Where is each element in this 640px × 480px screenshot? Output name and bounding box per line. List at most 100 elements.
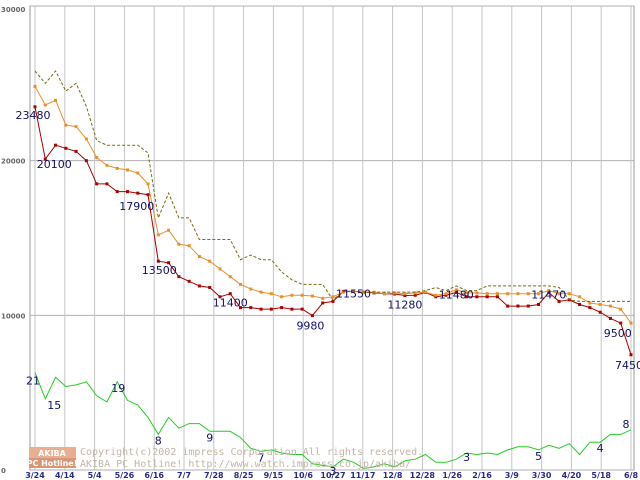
series-point-min-price <box>74 149 78 153</box>
series-point-min-price <box>608 316 612 320</box>
series-point-avg-price <box>84 137 88 141</box>
series-point-min-price <box>619 321 623 325</box>
x-tick-label: 10/27 <box>320 471 345 480</box>
price-label: 11480 <box>439 288 474 301</box>
series-point-avg-price <box>557 292 561 296</box>
shop-count-label: 8 <box>623 418 630 431</box>
series-point-avg-price <box>341 290 345 294</box>
series-point-avg-price <box>423 290 427 294</box>
data-labels: 23480 20100 17900 13500 11400 9980 11550 11280 1… <box>16 109 640 478</box>
series-point-min-price <box>280 306 284 310</box>
x-tick-label: 4/20 <box>562 471 582 480</box>
x-tick-label: 3/9 <box>505 471 519 480</box>
series-line-max-price <box>34 70 631 302</box>
series-point-avg-price <box>156 233 160 237</box>
x-tick-label: 7/7 <box>177 471 191 480</box>
price-label: 11550 <box>336 287 371 300</box>
x-tick-label: 6/16 <box>144 471 164 480</box>
series-point-avg-price <box>249 287 253 291</box>
y-tick-label: 10000 <box>1 312 25 320</box>
series-point-min-price <box>526 304 530 308</box>
series-point-avg-price <box>43 103 47 107</box>
series-point-min-price <box>588 306 592 310</box>
logo-bottom-text: PC Hotline! <box>27 459 78 468</box>
series-point-min-price <box>249 306 253 310</box>
series-point-min-price <box>516 304 520 308</box>
x-tick-label: 5/26 <box>115 471 135 480</box>
series-point-avg-price <box>537 292 541 296</box>
series-point-avg-price <box>54 98 58 102</box>
series-point-min-price <box>64 146 68 150</box>
x-tick-label: 6/8 <box>624 471 638 480</box>
series-point-min-price <box>537 303 541 307</box>
series-point-min-price <box>434 295 438 299</box>
series-point-min-price <box>177 275 181 279</box>
shop-count-label: 15 <box>47 399 61 412</box>
shop-count-label: 9 <box>206 431 213 444</box>
series-point-min-price <box>475 295 479 299</box>
series-point-min-price <box>95 182 99 186</box>
series-point-min-price <box>403 294 407 298</box>
series-point-min-price <box>444 293 448 297</box>
series-point-avg-price <box>598 303 602 307</box>
series-point-min-price <box>269 307 273 311</box>
series-point-avg-price <box>125 168 129 172</box>
shop-count-label: 4 <box>597 442 604 455</box>
series-point-avg-price <box>239 282 243 286</box>
series-point-avg-price <box>136 171 140 175</box>
series-point-min-price <box>105 182 109 186</box>
shop-count-label: 5 <box>535 450 542 463</box>
url-line: AKIBA PC Hotline! http://www.watch.impre… <box>80 459 411 470</box>
shop-count-label: 21 <box>26 375 40 388</box>
series-point-avg-price <box>465 291 469 295</box>
x-tick-label: 3/30 <box>532 471 552 480</box>
series-point-min-price <box>197 284 201 288</box>
series-point-avg-price <box>475 291 479 295</box>
series-point-avg-price <box>321 296 325 300</box>
series-point-avg-price <box>506 292 510 296</box>
series-point-min-price <box>228 292 232 296</box>
series-point-avg-price <box>434 293 438 297</box>
series-point-avg-price <box>64 123 68 127</box>
price-label: 9980 <box>296 320 324 333</box>
series-point-avg-price <box>74 125 78 129</box>
price-label: 20100 <box>37 158 72 171</box>
shop-count-label: 3 <box>330 465 337 478</box>
x-tick-label: 12/8 <box>383 471 403 480</box>
x-tick-label: 4/14 <box>55 471 75 480</box>
series-point-avg-price <box>393 291 397 295</box>
x-axis: 3/24 4/14 5/4 5/26 6/16 7/7 7/28 8/25 9/15 10/6 10… <box>25 471 638 480</box>
series-point-min-price <box>300 307 304 311</box>
series-point-avg-price <box>444 292 448 296</box>
series-point-min-price <box>413 293 417 297</box>
price-label: 11280 <box>387 299 422 312</box>
x-tick-label: 1/26 <box>442 471 462 480</box>
series-layer <box>33 70 633 470</box>
series-point-avg-price <box>403 292 407 296</box>
series-point-avg-price <box>146 182 150 186</box>
series-point-avg-price <box>105 163 109 167</box>
watermark: AKIBA PC Hotline! Copyright(c)2002 impre… <box>27 447 423 470</box>
y-tick-label: 0 <box>1 467 6 475</box>
x-tick-label: 8/25 <box>234 471 254 480</box>
series-point-avg-price <box>516 292 520 296</box>
series-point-avg-price <box>177 242 181 246</box>
series-point-min-price <box>578 303 582 307</box>
series-point-min-price <box>33 105 37 109</box>
copyright-line: Copyright(c)2002 impress Corporation All… <box>80 447 423 458</box>
logo-bottom-box <box>29 458 76 468</box>
series-point-min-price <box>156 259 160 263</box>
x-tick-label: 11/17 <box>350 471 375 480</box>
series-point-avg-price <box>547 289 551 293</box>
series-point-avg-price <box>228 275 232 279</box>
series-point-avg-price <box>33 84 37 88</box>
y-tick-label: 20000 <box>1 158 25 166</box>
price-label: 11400 <box>213 297 248 310</box>
series-point-avg-price <box>300 293 304 297</box>
series-point-min-price <box>331 299 335 303</box>
x-tick-label: 12/28 <box>410 471 436 480</box>
shop-count-label: 8 <box>155 434 162 447</box>
series-point-min-price <box>208 285 212 289</box>
series-point-avg-price <box>454 288 458 292</box>
